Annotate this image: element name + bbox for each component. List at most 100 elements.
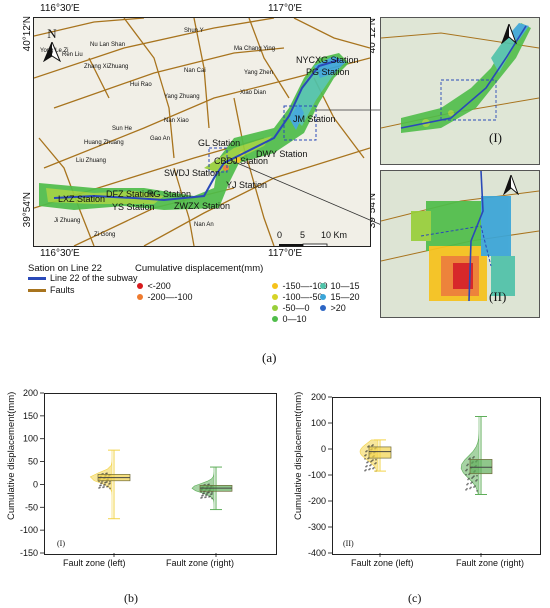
road-label: Ren Liu — [62, 52, 83, 58]
data-point — [467, 463, 469, 466]
chart-c-ylabel: Cumulative displacement(mm) — [293, 391, 304, 520]
line-22-route — [53, 59, 340, 202]
station-label: RG Station — [147, 189, 192, 199]
data-point — [473, 455, 475, 458]
y-tick-label: 100 — [311, 418, 326, 428]
inset-ii-canvas — [381, 171, 539, 302]
data-point — [366, 464, 368, 467]
legend-disp-head: Cumulative displacement(mm) — [135, 263, 264, 274]
y-tick-label: -150 — [20, 548, 38, 558]
road-label: Zi Gong — [94, 232, 116, 238]
coord-bottom-left: 116°30′E — [40, 248, 80, 259]
data-point — [103, 486, 105, 488]
north-label: N — [47, 26, 57, 41]
legend-class: -150—-100 — [272, 276, 327, 294]
legend-class: -100—-50 — [272, 287, 322, 305]
road-label: Nan Cai — [184, 68, 206, 74]
north-arrow-icon — [502, 173, 520, 200]
density-shape — [89, 450, 113, 519]
data-point — [208, 483, 210, 486]
station-label: DFZ Station — [106, 189, 155, 199]
road-label: Yang Zhuang — [164, 94, 200, 100]
chart-b-category: Fault zone (left) — [63, 558, 126, 568]
data-point — [101, 482, 103, 484]
data-point — [372, 444, 374, 446]
inset-map-i: (I) — [380, 17, 540, 165]
data-point — [202, 494, 204, 497]
coord-top-right: 117°0′E — [268, 3, 303, 14]
panel-c-label: (c) — [408, 591, 422, 605]
chart-c: -400 -300 -200 -100 0 100 200 — [308, 392, 493, 558]
legend-class: <-200 — [137, 276, 171, 294]
data-point — [100, 484, 102, 487]
faults-swatch — [28, 289, 46, 292]
data-point — [373, 466, 375, 469]
box-body — [368, 446, 392, 459]
road-label: Zhang XiZhuang — [84, 64, 129, 70]
station-label: CBDJ Station — [214, 156, 269, 166]
data-point — [367, 460, 369, 463]
y-tick-label: 0 — [321, 444, 326, 454]
y-tick-label: 50 — [28, 457, 38, 467]
road-label: Hui Rao — [130, 82, 152, 88]
road-label: Nan An — [194, 222, 214, 228]
data-point — [206, 493, 208, 496]
y-tick-label: 200 — [23, 388, 38, 398]
chart-c-frame — [332, 397, 541, 555]
data-point — [109, 482, 111, 485]
chart-c-inner-label: (II) — [343, 539, 354, 548]
legend-station-head: Sation on Line 22 — [28, 263, 102, 274]
data-point — [205, 496, 207, 498]
y-tick-label: 150 — [23, 411, 38, 421]
station-label: PG Station — [306, 67, 350, 77]
y-tick-label: -400 — [308, 548, 326, 558]
data-point — [476, 478, 478, 481]
scale-bar — [279, 243, 328, 246]
inset-ii-extent — [208, 147, 228, 173]
data-point — [211, 497, 213, 500]
inset-label: (II) — [489, 289, 507, 304]
north-arrow-icon: N — [42, 26, 62, 67]
station-label: SWDJ Station — [164, 168, 221, 178]
data-point — [375, 458, 377, 461]
y-tick-label: 200 — [311, 392, 326, 402]
station-label: LXZ Station — [58, 194, 106, 204]
coord-top-left: 116°30′E — [40, 3, 80, 14]
road-label: Shun Y — [184, 28, 204, 34]
legend-faults: Faults — [50, 285, 75, 295]
station-label: DWY Station — [256, 149, 308, 159]
data-point — [465, 473, 467, 476]
data-point — [107, 485, 109, 488]
coord-left-top: 40°12′N — [22, 16, 33, 52]
chart-b-category: Fault zone (right) — [166, 558, 235, 568]
road-label: Xiao Dian — [240, 90, 267, 96]
inset-map-ii: (II) — [380, 170, 540, 318]
density-shape — [460, 416, 480, 495]
data-point — [368, 445, 370, 447]
station-label: NYCXG Station — [296, 55, 359, 65]
y-tick-label: -50 — [25, 502, 38, 512]
data-point — [467, 482, 469, 485]
inset-label: (I) — [489, 130, 502, 145]
road-label: Ma Chang Ying — [234, 46, 276, 52]
data-point — [365, 469, 367, 471]
line-22-swatch — [28, 277, 46, 280]
data-point — [466, 468, 468, 471]
road-label: Gao An — [150, 136, 171, 142]
data-point — [476, 489, 478, 492]
chart-b-ylabel: Cumulative displacement(mm) — [6, 391, 17, 520]
data-point — [473, 475, 475, 478]
displacement-band — [39, 53, 349, 210]
y-tick-label: -300 — [308, 522, 326, 532]
data-point — [466, 487, 468, 490]
data-point — [106, 480, 108, 483]
y-tick-label: 0 — [33, 479, 38, 489]
data-point — [203, 492, 205, 495]
road-label: Nan Xiao — [164, 118, 189, 124]
station-label: YS Station — [112, 202, 155, 212]
y-tick-label: -100 — [20, 525, 38, 535]
station-label: ZWZX Station — [174, 201, 231, 211]
data-point — [211, 492, 213, 495]
panel-b-label: (b) — [124, 591, 138, 605]
road-label: Yong Le Zi — [40, 48, 69, 54]
